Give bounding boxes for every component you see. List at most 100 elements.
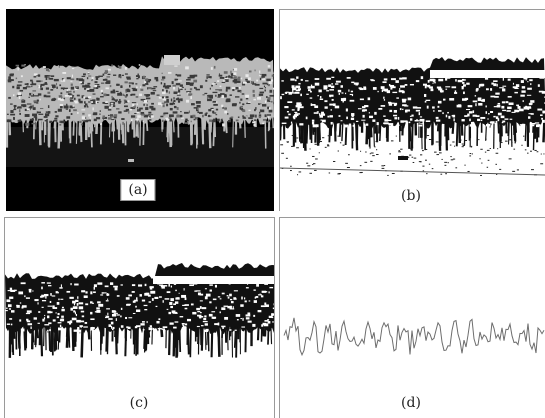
texture-speck (84, 321, 88, 324)
texture-speck (351, 115, 354, 117)
texture-speck (248, 117, 253, 119)
texture-speck (321, 111, 324, 114)
texture-speck (148, 327, 153, 331)
texture-speck (85, 97, 89, 100)
texture-speck (390, 78, 396, 81)
noise-speck (410, 148, 413, 150)
texture-speck (425, 120, 431, 122)
texture-speck (151, 107, 156, 111)
fiber-strand (151, 325, 154, 345)
texture-speck (254, 108, 256, 112)
texture-speck (149, 286, 153, 290)
texture-speck (7, 304, 12, 308)
texture-highlight (231, 87, 236, 90)
texture-speck (110, 119, 115, 121)
noise-speck (504, 140, 508, 142)
texture-speck (393, 103, 397, 107)
texture-highlight (100, 123, 102, 126)
texture-speck (226, 295, 229, 297)
texture-speck (287, 101, 293, 103)
texture-speck (20, 328, 25, 332)
texture-speck (190, 115, 194, 119)
texture-speck (73, 303, 76, 306)
noise-speck (484, 151, 487, 153)
texture-speck (56, 86, 58, 89)
texture-speck (134, 113, 137, 115)
texture-highlight (83, 96, 86, 99)
texture-highlight (259, 70, 261, 74)
panel-d-label: (d) (401, 395, 421, 411)
noise-speck (296, 147, 299, 149)
texture-speck (26, 318, 29, 321)
texture-speck (169, 301, 173, 305)
noise-speck (540, 163, 544, 165)
texture-speck (132, 291, 135, 293)
texture-speck (135, 325, 141, 328)
texture-speck (170, 305, 173, 309)
texture-speck (252, 323, 256, 327)
texture-highlight (13, 94, 15, 97)
texture-speck (79, 325, 83, 327)
texture-speck (494, 96, 499, 98)
texture-speck (328, 84, 332, 87)
texture-highlight (270, 100, 273, 103)
texture-speck (264, 87, 266, 89)
fiber-strand (401, 120, 405, 136)
texture-speck (48, 322, 52, 325)
noise-speck (529, 150, 532, 152)
texture-speck (209, 301, 212, 304)
texture-highlight (248, 70, 252, 73)
texture-speck (285, 91, 289, 93)
texture-speck (126, 77, 131, 80)
texture-speck (247, 312, 251, 316)
texture-speck (72, 95, 75, 97)
texture-speck (52, 319, 56, 322)
texture-highlight (252, 89, 255, 93)
texture-speck (256, 284, 259, 287)
texture-speck (104, 78, 108, 81)
texture-speck (52, 305, 55, 308)
texture-speck (174, 321, 179, 323)
noise-speck (464, 164, 466, 166)
texture-speck (537, 124, 541, 127)
texture-speck (368, 115, 374, 119)
texture-speck (233, 290, 238, 292)
texture-highlight (142, 75, 146, 79)
fiber-strand (232, 116, 234, 148)
texture-speck (47, 315, 50, 319)
texture-speck (425, 99, 431, 101)
texture-highlight (161, 79, 165, 81)
noise-speck (418, 161, 422, 163)
texture-speck (477, 118, 480, 122)
texture-speck (465, 109, 471, 111)
texture-speck (197, 310, 201, 313)
noise-speck (478, 139, 480, 141)
texture-speck (135, 83, 138, 85)
texture-speck (520, 94, 525, 97)
texture-speck (254, 83, 260, 86)
noise-speck (318, 152, 320, 154)
noise-speck (508, 139, 512, 141)
texture-highlight (124, 67, 127, 70)
texture-speck (242, 317, 244, 321)
texture-speck (229, 94, 232, 96)
texture-speck (139, 107, 143, 110)
texture-speck (294, 79, 297, 82)
texture-highlight (17, 92, 21, 96)
texture-speck (184, 323, 188, 326)
noise-speck (531, 169, 534, 171)
texture-speck (357, 108, 362, 110)
texture-speck (292, 115, 295, 119)
texture-speck (162, 119, 164, 123)
texture-speck (540, 114, 543, 117)
texture-speck (126, 326, 129, 329)
fiber-strand (217, 325, 221, 357)
texture-speck (380, 105, 386, 107)
texture-speck (206, 76, 208, 79)
texture-speck (63, 97, 66, 100)
texture-speck (44, 75, 49, 78)
texture-speck (50, 311, 53, 314)
noise-speck (337, 150, 339, 152)
noise-speck (395, 135, 397, 137)
texture-speck (475, 103, 477, 107)
